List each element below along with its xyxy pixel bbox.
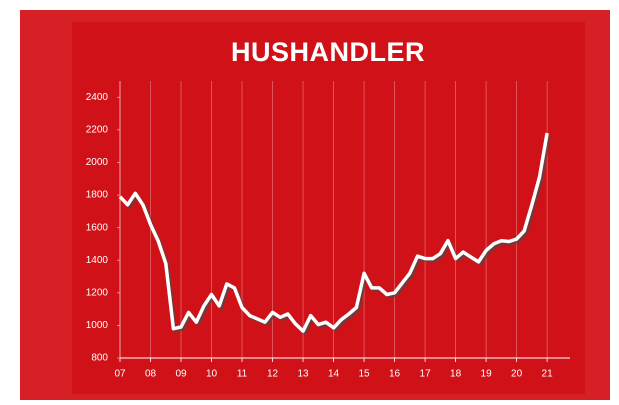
y-tick-label: 1400 — [86, 255, 109, 266]
x-tick-label: 20 — [511, 369, 523, 380]
x-tick-label: 21 — [542, 369, 554, 380]
x-tick-label: 17 — [420, 369, 432, 380]
chart-title: HUSHANDLER — [231, 37, 425, 67]
y-tick-label: 2200 — [86, 125, 109, 136]
x-tick-label: 16 — [389, 369, 401, 380]
y-tick-label: 1000 — [86, 320, 109, 331]
x-tick-label: 13 — [297, 369, 309, 380]
y-tick-label: 1600 — [86, 222, 109, 233]
x-tick-label: 09 — [175, 369, 187, 380]
x-tick-label: 14 — [328, 369, 340, 380]
y-tick-label: 1200 — [86, 287, 109, 298]
y-tick-label: 2000 — [86, 157, 109, 168]
y-tick-label: 800 — [91, 353, 108, 364]
x-tick-label: 11 — [237, 369, 248, 380]
x-tick-label: 18 — [450, 369, 462, 380]
line — [118, 132, 549, 333]
x-tick-label: 08 — [145, 369, 157, 380]
plot-background — [72, 22, 585, 394]
y-tick-label: 1800 — [86, 190, 109, 201]
x-tick-label: 19 — [481, 369, 493, 380]
x-tick-label: 12 — [267, 369, 279, 380]
x-tick-label: 10 — [206, 369, 218, 380]
y-tick-label: 2400 — [86, 92, 109, 103]
x-tick-label: 15 — [359, 369, 371, 380]
x-tick-label: 07 — [114, 369, 126, 380]
